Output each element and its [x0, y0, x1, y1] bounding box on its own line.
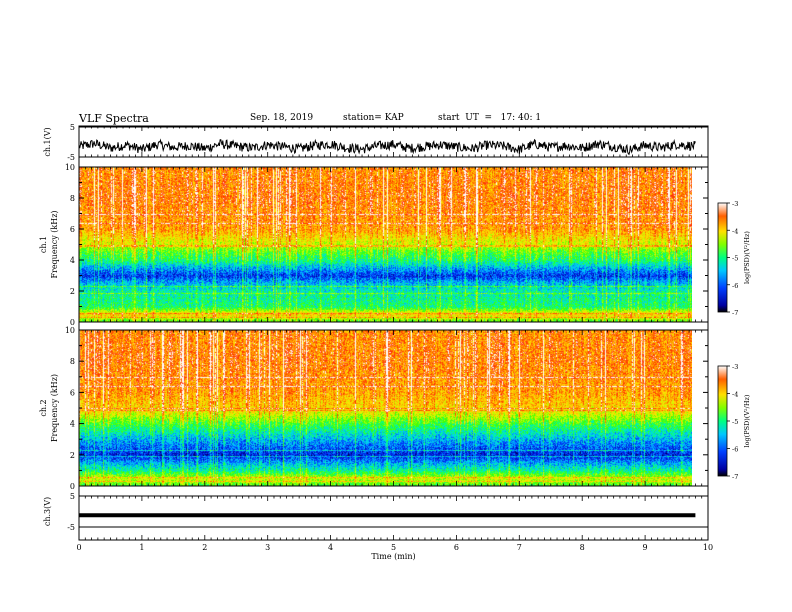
ch1-spectrogram-colorbar-tick-label: -4	[732, 227, 738, 235]
ch1-spectrogram-ytick-label: 10	[65, 163, 75, 172]
ch3-waveform-ylabel: ch.3(V)	[43, 497, 52, 526]
ch1-spectrogram-ytick-label: 6	[70, 225, 75, 234]
ch2-spectrogram-colorbar-label: log(PSD)(V²/Hz)	[743, 394, 751, 447]
ch1-spectrogram-image	[79, 167, 692, 322]
ch2-spectrogram-ytick-label: 0	[70, 482, 75, 491]
x-tick-label: 10	[703, 543, 713, 552]
date-label: Sep. 18, 2019	[250, 113, 314, 123]
ch2-spectrogram-colorbar-tick-label: -5	[732, 418, 738, 426]
waveform-lines	[78, 138, 696, 518]
ch2-spectrogram-ytick-label: 2	[70, 451, 75, 460]
x-tick-label: 3	[265, 543, 270, 552]
ch1-spectrogram-colorbar	[717, 202, 728, 313]
x-tick-label: 4	[328, 543, 333, 552]
ch2-spectrogram-ytick-label: 10	[65, 326, 75, 335]
ch1-spectrogram-colorbar-tick-label: -5	[732, 255, 738, 263]
ch3-waveform-ytick-label: 5	[70, 492, 75, 501]
ch1-spectrogram-ytick-label: 2	[70, 287, 75, 296]
x-axis-label: Time (min)	[371, 552, 415, 561]
x-tick-label: 1	[139, 543, 144, 552]
ch2-spectrogram-ytick-label: 4	[70, 420, 75, 429]
ch2-spectrogram-colorbar	[717, 365, 728, 477]
ch2-spectrogram-ytick-label: 8	[70, 357, 75, 366]
ch1-waveform-ytick-label: 5	[70, 123, 75, 132]
axis-labels: 5 -5 ch.1(V) -3 -4 -5 -6 -7 log(PSD)(V²/Hz) 0 2 4 6 8…	[39, 123, 751, 561]
ch1-spectrogram-colorbar-tick-label: -6	[732, 282, 738, 290]
ch1-waveform-ylabel: ch.1(V)	[43, 127, 52, 156]
ch1-spectrogram-ytick-label: 8	[70, 194, 75, 203]
ch1-spectrogram-ylabel-line2: Frequency (kHz)	[50, 210, 59, 278]
ch1-spectrogram-colorbar-tick-label: -7	[732, 309, 738, 317]
ch2-spectrogram-colorbar-tick-label: -4	[732, 391, 738, 399]
axes	[78, 125, 730, 541]
ch1-spectrogram-colorbar-label: log(PSD)(V²/Hz)	[743, 231, 751, 284]
ch2-spectrogram-colorbar-tick-label: -3	[732, 363, 738, 371]
ch2-spectrogram-colorbar-tick-label: -6	[732, 446, 738, 454]
ch1-waveform-line	[78, 138, 696, 156]
x-tick-label: 8	[580, 543, 585, 552]
chart-title: VLF Spectra	[79, 112, 149, 125]
ch1-spectrogram-ytick-label: 4	[70, 256, 75, 265]
x-tick-label: 9	[643, 543, 648, 552]
ch1-waveform-ytick-label: -5	[67, 153, 75, 162]
x-tick-label: 5	[391, 543, 396, 552]
x-tick-label: 7	[517, 543, 522, 552]
ch2-spectrogram-ytick-label: 6	[70, 388, 75, 397]
start-time-label: start UT = 17: 40: 1	[438, 113, 542, 123]
ch1-spectrogram-colorbar-tick-label: -3	[732, 200, 738, 208]
spectrogram-images	[79, 167, 692, 486]
ch2-spectrogram-image	[79, 330, 692, 486]
x-tick-label: 0	[76, 543, 81, 552]
ch1-spectrogram-ytick-label: 0	[70, 318, 75, 327]
ch2-spectrogram-colorbar-tick-label: -7	[732, 473, 738, 481]
x-tick-label: 6	[454, 543, 459, 552]
station-label: station= KAP	[343, 113, 404, 123]
x-tick-label: 2	[202, 543, 207, 552]
ch3-waveform-ytick-label: -5	[67, 523, 75, 532]
ch2-spectrogram-ylabel-line1: ch.2	[39, 399, 48, 416]
ch2-spectrogram-ylabel-line2: Frequency (kHz)	[50, 374, 59, 442]
ch1-spectrogram-ylabel-line1: ch.1	[39, 236, 48, 253]
